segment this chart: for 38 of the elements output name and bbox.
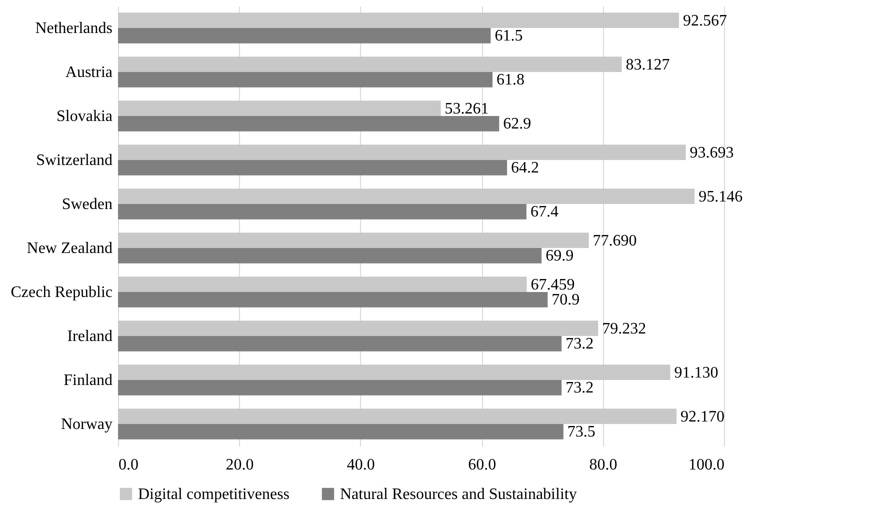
x-tick-label: 100.0 [688, 456, 724, 474]
data-label: 92.567 [682, 12, 727, 30]
data-label: 91.130 [674, 364, 718, 382]
x-tick-label: 80.0 [589, 456, 618, 474]
y-tick-label: Finland [64, 372, 112, 389]
data-label: 53.261 [444, 100, 489, 118]
data-label: 73.2 [566, 380, 594, 397]
y-tick-label: Czech Republic [10, 284, 112, 301]
data-label: 67.4 [530, 204, 558, 221]
data-label: 73.2 [566, 336, 594, 353]
data-label: 92.170 [680, 408, 725, 426]
data-label: 73.5 [567, 424, 596, 441]
y-tick-label: Netherlands [35, 20, 112, 37]
data-label: 67.459 [530, 276, 575, 294]
data-label: 61.5 [494, 28, 523, 45]
legend-label: Digital competitiveness [138, 486, 290, 503]
y-tick-label: Slovakia [56, 108, 112, 125]
data-label: 95.146 [698, 188, 743, 206]
y-tick-label: Austria [65, 64, 112, 81]
x-tick-label: 0.0 [118, 456, 138, 474]
y-tick-label: Sweden [62, 196, 112, 213]
data-label: 64.2 [511, 160, 540, 177]
legend-label: Natural Resources and Sustainability [340, 486, 577, 503]
y-tick-label: Switzerland [36, 152, 112, 169]
x-tick-label: 40.0 [346, 456, 375, 474]
y-tick-label: Ireland [67, 328, 112, 345]
data-label: 77.690 [592, 232, 637, 250]
data-label: 83.127 [626, 56, 670, 74]
x-tick-label: 20.0 [226, 456, 254, 474]
y-tick-label: New Zealand [26, 240, 112, 257]
data-label: 62.9 [503, 116, 532, 133]
y-tick-label: Norway [60, 416, 112, 433]
data-label: 69.9 [546, 248, 574, 265]
data-label: 93.693 [690, 144, 734, 162]
x-tick-label: 60.0 [468, 456, 496, 474]
data-label: 70.9 [552, 292, 580, 309]
data-label: 61.8 [496, 72, 525, 89]
data-label: 79.232 [602, 320, 646, 338]
